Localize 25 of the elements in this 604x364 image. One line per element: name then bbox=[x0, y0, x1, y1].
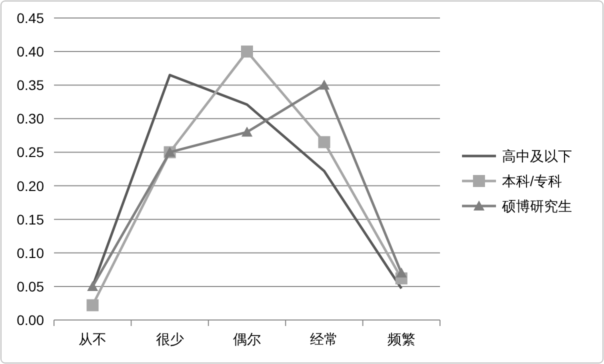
y-tick-label: 0.45 bbox=[16, 10, 44, 26]
legend-label: 高中及以下 bbox=[502, 148, 572, 164]
y-tick-label: 0.40 bbox=[16, 44, 44, 60]
point bbox=[86, 299, 99, 312]
x-tick-label: 经常 bbox=[310, 331, 338, 347]
point bbox=[318, 136, 330, 148]
legend-label: 本科/专科 bbox=[502, 173, 562, 189]
point bbox=[241, 46, 253, 58]
point bbox=[396, 268, 407, 278]
x-tick-label: 很少 bbox=[156, 331, 184, 347]
point bbox=[242, 126, 252, 137]
y-tick-label: 0.10 bbox=[16, 244, 44, 261]
y-tick-label: 0.35 bbox=[16, 77, 44, 94]
point bbox=[318, 80, 330, 90]
y-tick-label: 0.20 bbox=[16, 178, 44, 194]
x-tick-label: 频繁 bbox=[387, 331, 416, 347]
y-tick-label: 0.15 bbox=[16, 211, 44, 228]
y-tick-label: 0.30 bbox=[16, 110, 44, 127]
y-tick-label: 0.05 bbox=[16, 278, 44, 294]
x-tick-label: 从不 bbox=[78, 331, 107, 347]
y-tick-label: 0.00 bbox=[16, 312, 44, 328]
y-tick-label: 0.25 bbox=[16, 144, 44, 160]
point bbox=[87, 280, 98, 291]
x-tick-label: 偶尔 bbox=[233, 331, 261, 347]
legend-label: 硕博研究生 bbox=[501, 198, 572, 214]
